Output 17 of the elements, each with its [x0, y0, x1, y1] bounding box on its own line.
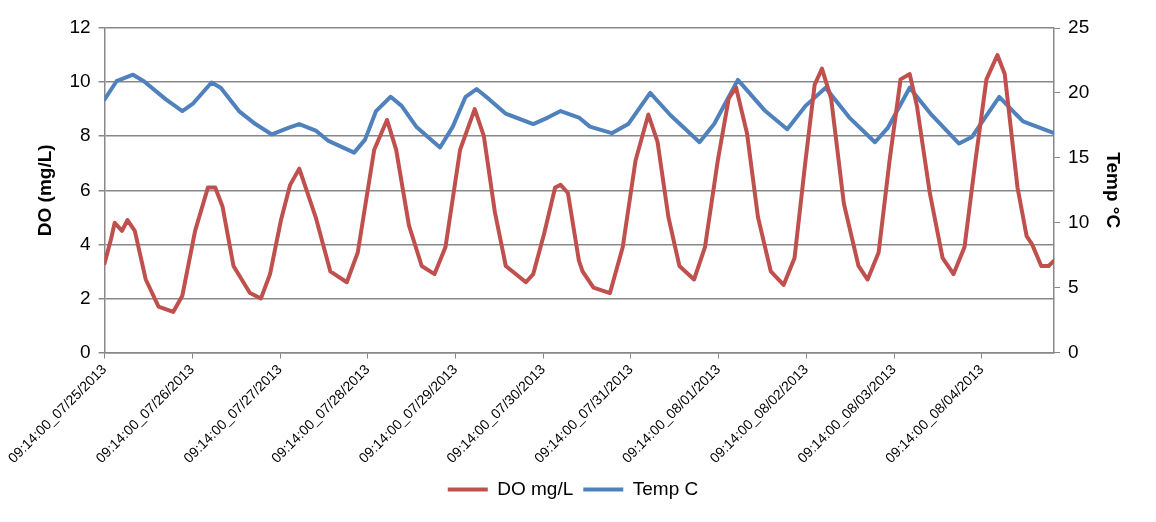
- y-tick-label: 6: [80, 178, 91, 200]
- legend-label: Temp C: [632, 477, 699, 499]
- y2-tick-label: 0: [1068, 340, 1079, 362]
- y-tick-label: 10: [69, 70, 91, 92]
- y-tick-label: 0: [80, 340, 91, 362]
- y2-tick-label: 20: [1068, 81, 1090, 103]
- y2-tick-label: 5: [1068, 275, 1079, 297]
- legend-label: DO mg/L: [497, 477, 574, 499]
- y2-tick-label: 10: [1068, 210, 1090, 232]
- y2-tick-label: 15: [1068, 146, 1090, 168]
- y-tick-label: 4: [80, 232, 92, 254]
- y2-axis-title: Temp °C: [1103, 152, 1125, 229]
- y-tick-label: 8: [80, 124, 91, 146]
- y-axis-title: DO (mg/L): [34, 144, 56, 237]
- y2-tick-label: 25: [1068, 16, 1090, 38]
- y-tick-label: 12: [69, 16, 91, 38]
- y-tick-label: 2: [80, 286, 91, 308]
